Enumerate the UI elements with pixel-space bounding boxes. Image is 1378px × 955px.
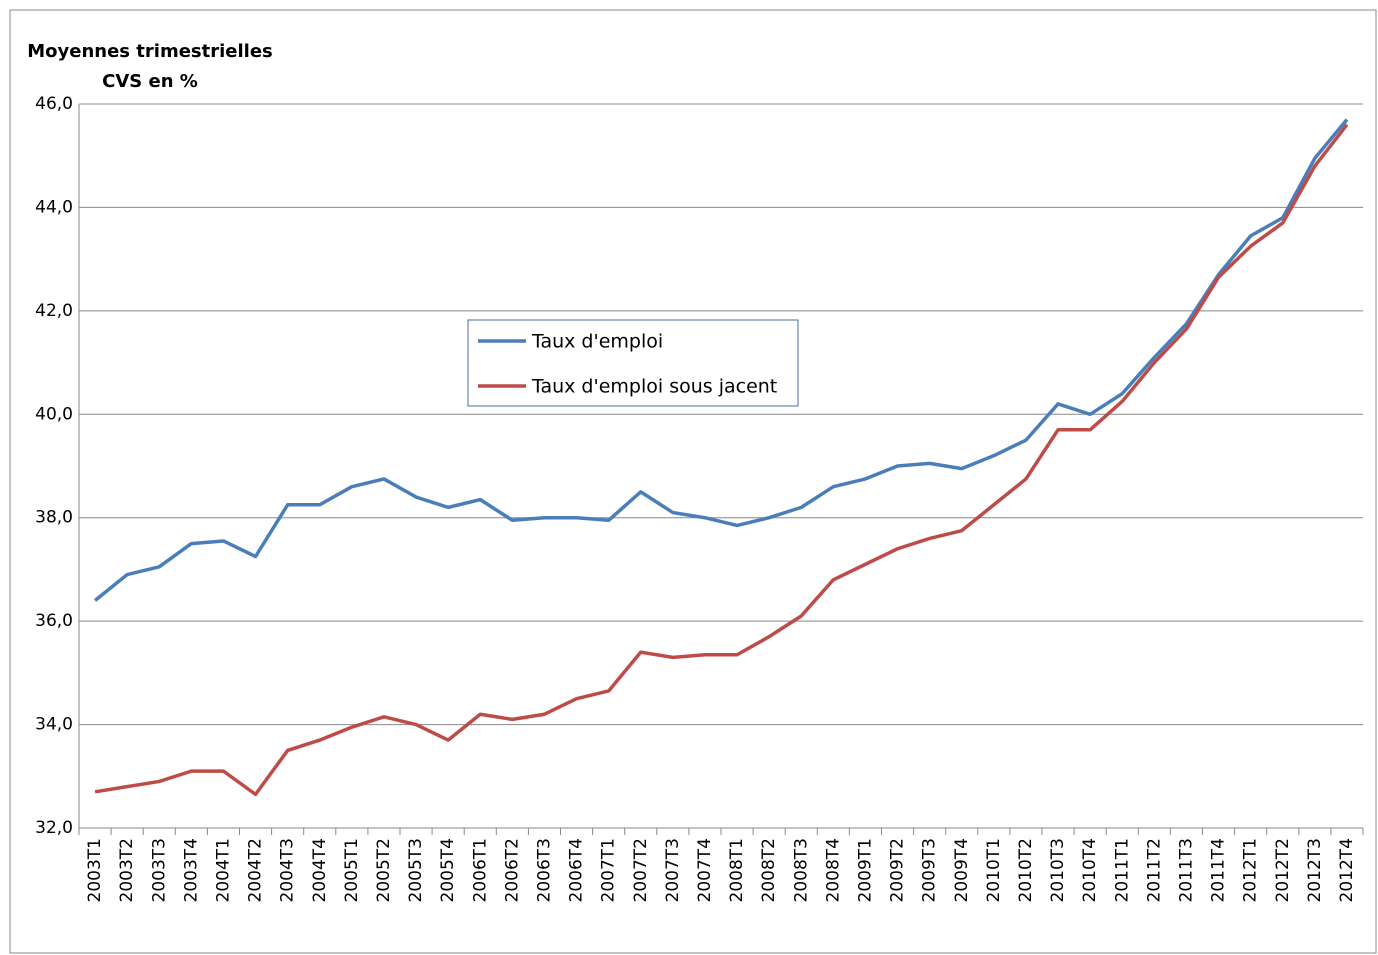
x-tick-label: 2008T2 bbox=[759, 838, 779, 902]
x-tick-label: 2006T1 bbox=[470, 838, 490, 902]
x-tick-label: 2004T4 bbox=[310, 838, 330, 902]
x-tick-label: 2006T4 bbox=[567, 838, 587, 902]
x-tick-label: 2007T3 bbox=[663, 838, 683, 902]
x-tick-label: 2006T3 bbox=[534, 838, 554, 902]
chart-subtitle: CVS en % bbox=[102, 71, 198, 92]
y-tick-label: 46,0 bbox=[35, 94, 73, 114]
series-line bbox=[93, 118, 1349, 602]
x-tick-label: 2007T4 bbox=[695, 838, 715, 902]
chart-frame bbox=[9, 9, 1377, 954]
x-tick-label: 2012T4 bbox=[1337, 838, 1357, 902]
x-tick-label: 2008T3 bbox=[791, 838, 811, 902]
x-tick-label: 2003T2 bbox=[117, 838, 137, 902]
chart-title: Moyennes trimestrielles bbox=[27, 41, 273, 62]
x-tick-label: 2010T1 bbox=[984, 838, 1004, 902]
x-tick-label: 2011T1 bbox=[1112, 838, 1132, 902]
x-tick-label: 2009T2 bbox=[888, 838, 908, 902]
x-tick-label: 2005T3 bbox=[406, 838, 426, 902]
x-tick-label: 2011T2 bbox=[1144, 838, 1164, 902]
x-tick-label: 2009T4 bbox=[952, 838, 972, 902]
x-tick-label: 2005T2 bbox=[374, 838, 394, 902]
legend-label: Taux d'emploi bbox=[531, 331, 663, 353]
x-tick-label: 2004T2 bbox=[246, 838, 266, 902]
y-tick-label: 34,0 bbox=[35, 715, 73, 735]
x-tick-label: 2004T1 bbox=[213, 838, 233, 902]
legend-label: Taux d'emploi sous jacent bbox=[531, 376, 777, 398]
x-tick-label: 2003T1 bbox=[85, 838, 105, 902]
x-tick-label: 2010T2 bbox=[1016, 838, 1036, 902]
y-tick-label: 32,0 bbox=[35, 818, 73, 838]
x-tick-label: 2012T2 bbox=[1273, 838, 1293, 902]
y-tick-label: 38,0 bbox=[35, 508, 73, 528]
legend-box bbox=[467, 319, 799, 407]
x-tick-label: 2009T1 bbox=[855, 838, 875, 902]
x-tick-label: 2011T3 bbox=[1176, 838, 1196, 902]
series-line bbox=[94, 123, 1349, 797]
x-tick-label: 2012T1 bbox=[1241, 838, 1261, 902]
x-tick-label: 2008T4 bbox=[823, 838, 843, 902]
y-tick-label: 42,0 bbox=[35, 301, 73, 321]
x-tick-label: 2011T4 bbox=[1209, 838, 1229, 902]
x-tick-label: 2006T2 bbox=[502, 838, 522, 902]
x-tick-label: 2005T4 bbox=[438, 838, 458, 902]
x-tick-label: 2012T3 bbox=[1305, 838, 1325, 902]
x-tick-label: 2009T3 bbox=[920, 838, 940, 902]
x-tick-label: 2008T1 bbox=[727, 838, 747, 902]
y-tick-label: 44,0 bbox=[35, 197, 73, 217]
y-tick-label: 40,0 bbox=[35, 404, 73, 424]
x-tick-label: 2005T1 bbox=[342, 838, 362, 902]
x-tick-label: 2003T4 bbox=[181, 838, 201, 902]
x-tick-label: 2004T3 bbox=[278, 838, 298, 902]
x-tick-label: 2007T1 bbox=[599, 838, 619, 902]
x-tick-label: 2010T4 bbox=[1080, 838, 1100, 902]
x-tick-label: 2010T3 bbox=[1048, 838, 1068, 902]
y-tick-label: 36,0 bbox=[35, 611, 73, 631]
x-tick-label: 2007T2 bbox=[631, 838, 651, 902]
x-tick-label: 2003T3 bbox=[149, 838, 169, 902]
